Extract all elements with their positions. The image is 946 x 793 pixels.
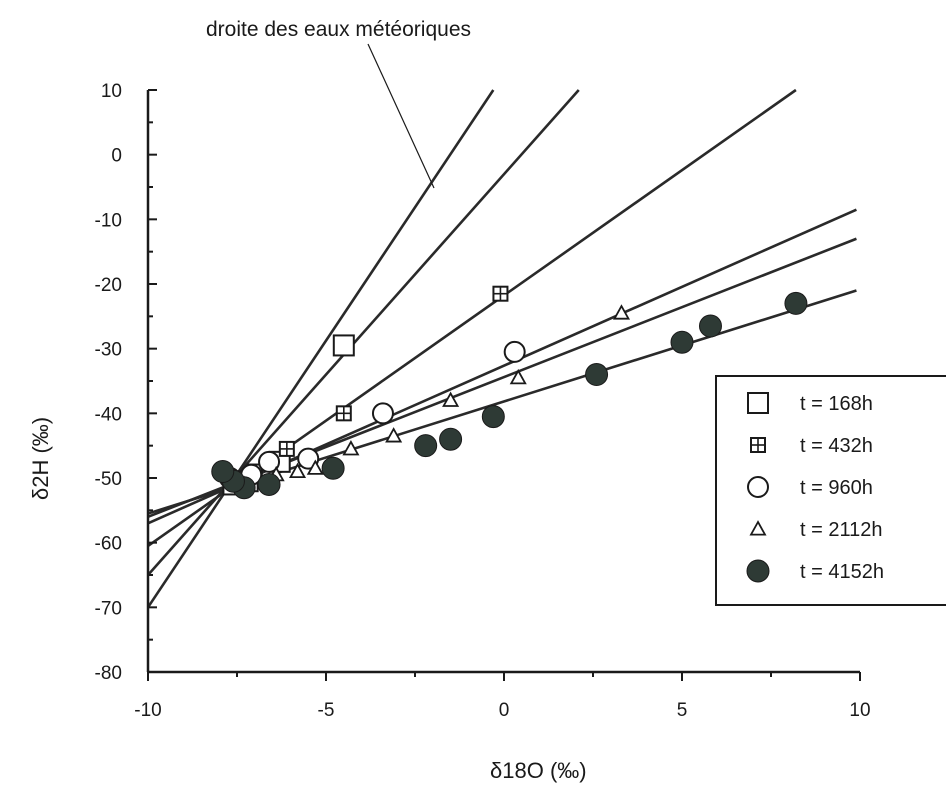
data-point (585, 363, 609, 387)
legend: t = 168h t = 432h t = 960h t = 2112h t = 415… (715, 375, 946, 606)
data-point (332, 334, 355, 357)
legend-label: t = 4152h (800, 561, 884, 583)
data-point (371, 402, 394, 425)
data-point (414, 434, 438, 458)
y-tick-label: -10 (95, 210, 122, 231)
legend-marker (747, 476, 769, 498)
data-point (278, 440, 295, 457)
data-point (784, 291, 808, 315)
legend-label: t = 960h (800, 477, 873, 499)
y-tick-label: -40 (95, 404, 122, 425)
y-tick-label: -30 (95, 340, 122, 361)
y-tick-label: 10 (101, 81, 122, 102)
axis-ticks: 100-10-20-30-40-50-60-70-80-10 -5 0 5 10 (95, 81, 871, 721)
y-tick-label: -70 (95, 598, 122, 619)
legend-entries: t = 168h t = 432h t = 960h t = 2112h t = 415… (746, 392, 884, 583)
data-point (481, 405, 505, 429)
y-tick-label: 0 (111, 146, 122, 167)
x-tick-label: 0 (499, 700, 510, 721)
meteoric-water-line (146, 89, 495, 609)
x-axis-title: δ18O (‰) (490, 758, 587, 783)
legend-marker (746, 559, 770, 583)
legend-label: t = 2112h (800, 519, 882, 541)
legend-marker (749, 520, 767, 536)
x-tick-label: 5 (677, 700, 688, 721)
data-point (385, 427, 403, 443)
data-point (257, 472, 281, 496)
data-point (503, 340, 526, 363)
data-point (670, 330, 694, 354)
regression-line (147, 89, 580, 576)
y-tick-label: -20 (95, 275, 122, 296)
y-tick-label: -80 (95, 663, 122, 684)
data-point (321, 456, 345, 480)
data-point (288, 462, 307, 479)
data-point (306, 459, 324, 475)
data-point (439, 427, 463, 451)
legend-label: t = 432h (800, 435, 873, 457)
annotation-meteoric-water-line: droite des eaux météoriques (206, 18, 471, 41)
y-axis-title: δ2H (‰) (28, 417, 53, 500)
data-point (335, 405, 352, 422)
annotation-leader-line (367, 43, 435, 189)
legend-entry: t = 4152h (746, 559, 884, 583)
x-tick-label: -5 (318, 700, 335, 721)
legend-entry: t = 2112h (749, 519, 882, 541)
x-tick-label: 10 (849, 700, 870, 721)
data-point (492, 285, 509, 302)
data-point (442, 391, 460, 407)
y-tick-label: -60 (95, 534, 122, 555)
data-point (509, 368, 527, 385)
legend-entry: t = 432h (750, 435, 873, 457)
data-points (211, 285, 808, 500)
legend-label: t = 168h (800, 393, 873, 415)
legend-marker (747, 392, 769, 414)
x-tick-label: -10 (134, 700, 161, 721)
legend-marker (750, 437, 766, 453)
data-point (258, 450, 281, 473)
data-point (612, 304, 631, 320)
legend-entry: t = 960h (747, 476, 873, 499)
data-point (342, 440, 360, 456)
data-point (211, 460, 235, 484)
data-point (698, 314, 722, 338)
legend-entry: t = 168h (747, 392, 873, 415)
y-tick-label: -50 (95, 469, 122, 490)
